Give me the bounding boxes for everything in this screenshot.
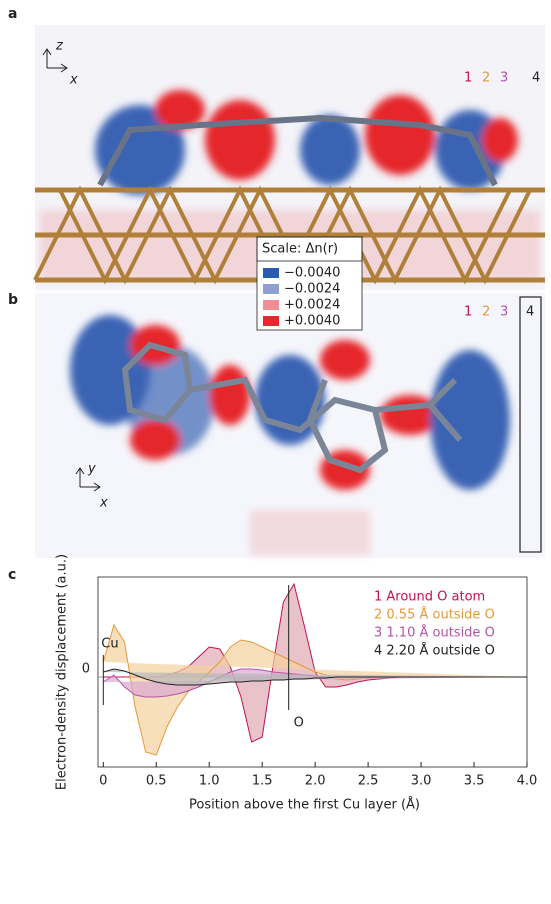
annotation: Cu (101, 637, 118, 652)
y-tick-label: 0 (82, 662, 90, 677)
scale-swatch (263, 300, 279, 310)
probe-label: 3 (500, 71, 508, 86)
x-tick-label: 1.5 (252, 774, 273, 789)
x-tick-label: 2.5 (358, 774, 379, 789)
probe-label: 1 (464, 305, 472, 320)
x-tick-label: 3.5 (464, 774, 485, 789)
y-axis-label: Electron-density displacement (a.u.) (55, 554, 70, 790)
x-tick-label: 0.5 (146, 774, 167, 789)
x-axis-label: Position above the first Cu layer (Å) (189, 797, 420, 813)
x-tick-label: 0 (99, 774, 107, 789)
x-tick-label: 3.0 (411, 774, 432, 789)
annotation: O (294, 716, 304, 731)
legend-label: 4 2.20 Å outside O (374, 643, 495, 659)
scale-swatch (263, 316, 279, 326)
axis-label: z (55, 39, 64, 54)
panel-b-image (35, 293, 545, 558)
page: a z x 1 2 3 4 b y x 1 2 3 4 Scale: (0, 0, 551, 900)
scale-label: +0.0040 (284, 314, 340, 329)
probe-label: 2 (482, 71, 490, 86)
probe-label: 4 (532, 71, 540, 86)
axis-label: x (99, 496, 108, 511)
axis-label: x (69, 73, 78, 88)
x-tick-label: 4.0 (517, 774, 538, 789)
legend-label: 3 1.10 Å outside O (374, 625, 495, 641)
panel-label: b (8, 292, 18, 308)
scale-swatch (263, 268, 279, 278)
probe-label: 4 (526, 305, 534, 320)
legend-label: 2 0.55 Å outside O (374, 607, 495, 623)
panel-label: a (8, 6, 17, 22)
panel-label: c (8, 567, 16, 583)
probe-label: 2 (482, 305, 490, 320)
scale-label: +0.0024 (284, 298, 340, 313)
scale-label: −0.0040 (284, 266, 340, 281)
x-tick-label: 1.0 (199, 774, 220, 789)
axis-label: y (87, 462, 96, 477)
legend-label: 1 Around O atom (374, 590, 485, 605)
probe-label: 3 (500, 305, 508, 320)
scale-swatch (263, 284, 279, 294)
x-tick-label: 2.0 (305, 774, 326, 789)
figure: a z x 1 2 3 4 b y x 1 2 3 4 Scale: (0, 0, 551, 900)
scale-label: −0.0024 (284, 282, 340, 297)
scale-title: Scale: Δn(r) (262, 242, 338, 257)
probe-label: 1 (464, 71, 472, 86)
